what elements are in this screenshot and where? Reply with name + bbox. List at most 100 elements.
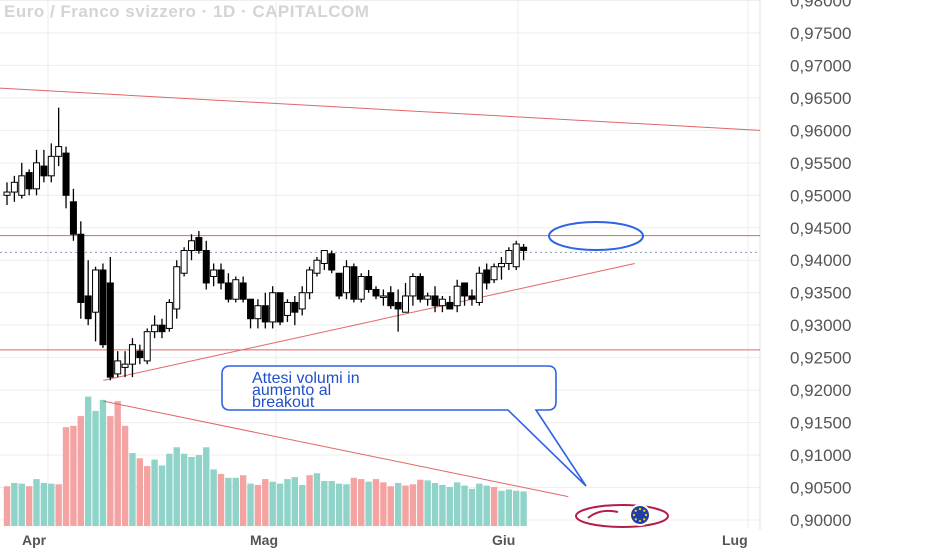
volume-bar (387, 486, 394, 526)
volume-bar (328, 481, 335, 526)
volume-bar (417, 479, 424, 526)
volume-bar (144, 466, 151, 526)
annotation-line: aumento al (252, 382, 331, 399)
volume-bar (321, 481, 328, 526)
candle-up (512, 243, 520, 268)
x-tick-label: Giu (492, 532, 515, 548)
candle-up (173, 266, 181, 310)
volume-bar (284, 479, 291, 526)
candle-up (210, 269, 218, 277)
logo-star (638, 507, 642, 511)
candle-up (254, 305, 262, 320)
candle-up (402, 295, 410, 313)
volume-bar (40, 482, 48, 526)
y-tick-label: 0,98000 (790, 0, 851, 10)
candle-down (62, 152, 70, 196)
volume-bar (291, 477, 299, 526)
candle-up (490, 266, 498, 281)
candle-up (409, 275, 417, 297)
volume-bar (92, 410, 99, 526)
volume-bar (158, 465, 166, 526)
y-tick-label: 0,90000 (790, 511, 851, 530)
volume-bar (3, 486, 11, 526)
volume-bar (365, 481, 372, 526)
candle-down (520, 246, 528, 252)
volume-bar (513, 490, 520, 526)
volume-bar (203, 447, 210, 526)
logo-star (632, 513, 636, 517)
candle-up (232, 279, 240, 300)
y-tick-label: 0,91000 (790, 446, 851, 465)
volume-bar (313, 473, 321, 526)
volume-bar (195, 455, 203, 526)
volume-bar (48, 483, 55, 526)
candle-up (18, 175, 26, 196)
candle-down (202, 250, 210, 284)
candle-up (357, 275, 365, 300)
candle-down (217, 269, 225, 284)
volume-bar (121, 425, 129, 526)
candle-up (283, 301, 291, 316)
candle-down (328, 253, 336, 271)
candle-down (69, 201, 77, 235)
volume-bar (439, 484, 446, 526)
candle-up (298, 292, 306, 310)
y-tick-label: 0,92000 (790, 381, 851, 400)
volume-bar (424, 480, 431, 526)
candle-up (165, 301, 173, 329)
y-tick-label: 0,90500 (790, 479, 851, 498)
y-tick-label: 0,91500 (790, 414, 851, 433)
candle-down (77, 233, 85, 303)
volume-bar (358, 479, 365, 526)
volume-bar (276, 483, 284, 526)
candle-down (239, 282, 247, 300)
candle-up (379, 295, 387, 298)
volume-bar (306, 475, 313, 526)
candle-down (25, 172, 33, 190)
candle-up (438, 298, 446, 307)
volume-bar (173, 447, 180, 526)
volume-bar (483, 485, 490, 526)
candle-down (247, 298, 255, 320)
candle-down (261, 305, 269, 323)
volume-bar (269, 481, 276, 526)
volume-bar (55, 484, 62, 526)
volume-bar (520, 491, 527, 526)
candle-down (99, 269, 107, 346)
logo-star (644, 513, 648, 517)
volume-bar (210, 469, 217, 526)
volume-bar (99, 399, 107, 526)
x-tick-label: Lug (722, 532, 748, 548)
volume-bar (461, 485, 468, 526)
volume-bar (25, 486, 33, 526)
volume-bar (431, 482, 439, 526)
upper-channel-line (0, 87, 761, 131)
candle-down (195, 237, 203, 252)
volume-bar (380, 482, 387, 526)
volume-bar (62, 427, 70, 526)
volume-bar (490, 486, 498, 526)
annotation-line: breakout (252, 394, 315, 411)
candle-up (47, 155, 55, 177)
y-tick-label: 0,93000 (790, 316, 851, 335)
candle-up (151, 324, 159, 333)
volume-bar (262, 479, 269, 526)
candle-down (394, 301, 402, 310)
y-tick-label: 0,96000 (790, 121, 851, 140)
candle-down (387, 292, 395, 307)
candle-down (461, 282, 469, 297)
candle-up (114, 360, 122, 375)
candle-down (276, 292, 284, 323)
y-tick-label: 0,97000 (790, 56, 851, 75)
volume-bar (498, 490, 505, 526)
candle-down (158, 324, 166, 333)
volume-bar (409, 484, 417, 526)
candle-up (121, 363, 129, 368)
candle-down (468, 295, 476, 300)
x-tick-label: Mag (250, 532, 278, 548)
logo-star (638, 519, 642, 523)
annotation-line: Attesi volumi in (252, 370, 360, 387)
volume-bar (468, 488, 476, 526)
